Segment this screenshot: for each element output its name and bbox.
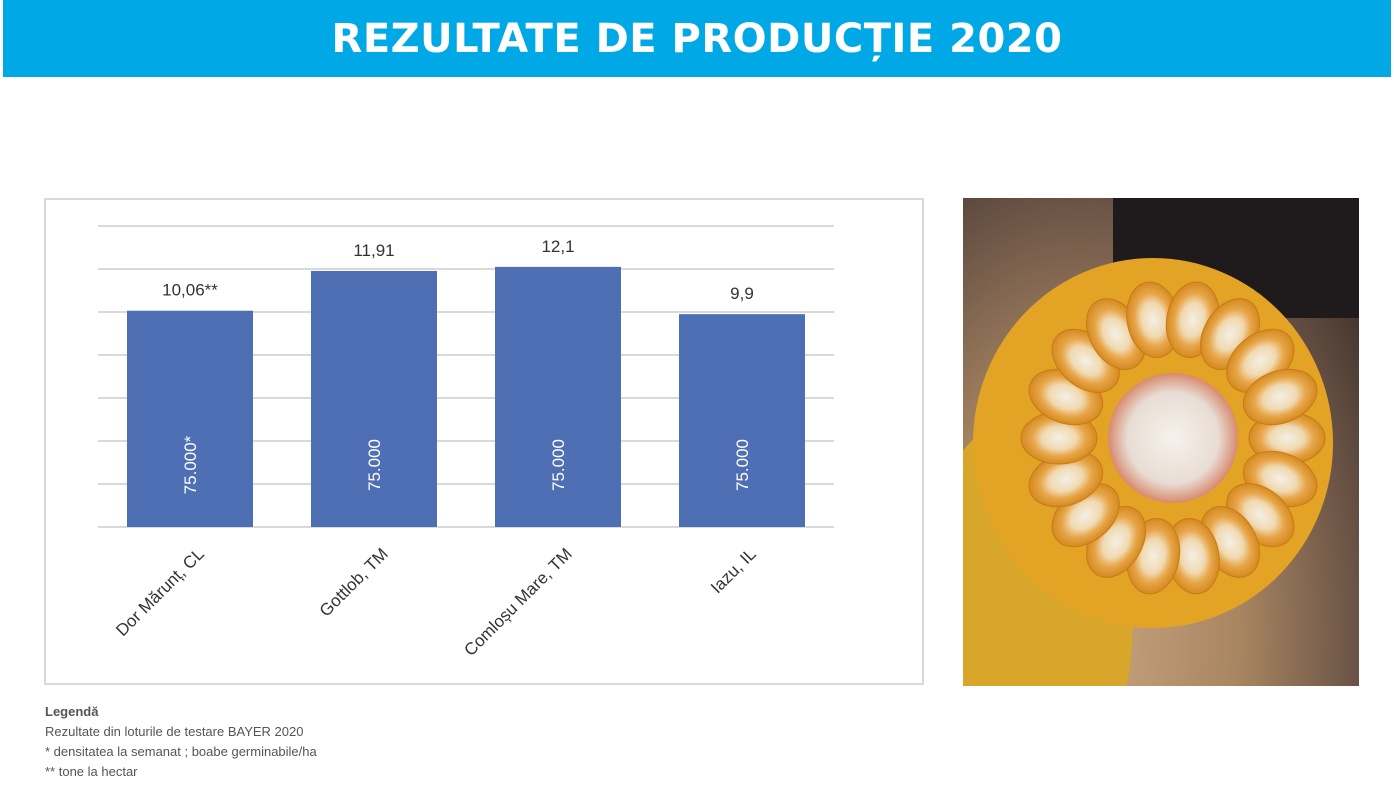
category-label: Comloșu Mare, TM: [460, 544, 575, 659]
corn-cob-image: [963, 198, 1359, 686]
legend-line: * densitatea la semanat ; boabe germinab…: [45, 744, 317, 759]
corn-photo: [963, 198, 1359, 686]
legend-title: Legendă: [45, 704, 99, 719]
corn-kernel: [1242, 368, 1318, 426]
inner-label: 75.000*: [181, 435, 200, 494]
header-banner: REZULTATE DE PRODUCȚIE 2020: [3, 0, 1391, 77]
bar: [311, 270, 437, 527]
inner-label: 75.000: [549, 439, 568, 491]
legend-line: ** tone la hectar: [45, 764, 138, 779]
legend: Legendă Rezultate din loturile de testar…: [45, 702, 317, 782]
page-title: REZULTATE DE PRODUCȚIE 2020: [331, 15, 1063, 62]
category-label: Iazu, IL: [707, 544, 760, 597]
category-label: Gottlob, TM: [316, 544, 392, 620]
bar: [127, 310, 253, 527]
chart-container: 10,06** 75.000* Dor Mărunț, CL 11,91 75.000 G…: [44, 198, 924, 685]
bar-chart: 10,06** 75.000* Dor Mărunț, CL 11,91 75.000 G…: [98, 225, 834, 660]
data-label: 10,06**: [162, 281, 218, 300]
legend-line: Rezultate din loturile de testare BAYER …: [45, 724, 304, 739]
category-label: Dor Mărunț, CL: [112, 544, 208, 640]
inner-label: 75.000: [365, 439, 384, 491]
data-label: 12,1: [541, 237, 574, 256]
data-label: 11,91: [353, 241, 394, 260]
data-label: 9,9: [730, 284, 754, 303]
inner-label: 75.000: [733, 439, 752, 491]
bar: [679, 314, 805, 527]
bar: [495, 266, 621, 527]
